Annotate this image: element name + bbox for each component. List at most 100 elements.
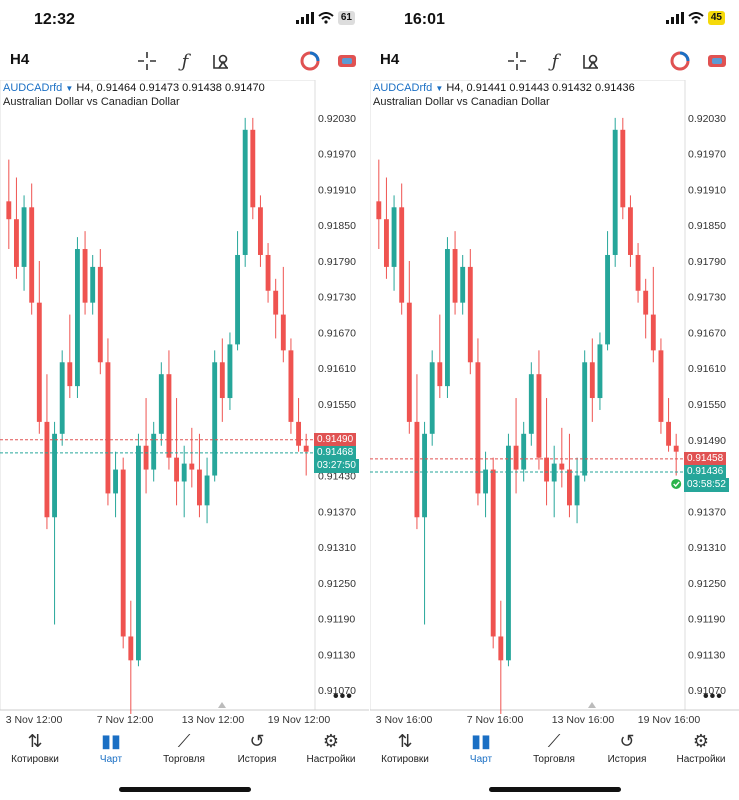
- price-axis-label: 0.91070: [318, 685, 356, 697]
- chat-icon[interactable]: [336, 50, 358, 72]
- candle: [288, 338, 294, 434]
- candle: [429, 350, 435, 446]
- nav-label: Торговля: [533, 754, 575, 765]
- nav-chart[interactable]: ▮▮ Чарт: [76, 728, 146, 766]
- price-axis-label: 0.91850: [318, 220, 356, 232]
- time-axis-label: 13 Nov 16:00: [552, 714, 615, 726]
- symbol-name[interactable]: AUDCADrfd: [3, 82, 63, 94]
- candle: [235, 231, 241, 351]
- quotes-icon: ⇅: [397, 730, 413, 751]
- candle-body: [204, 475, 210, 506]
- candle: [391, 195, 397, 291]
- candle: [643, 278, 649, 339]
- nav-label: Чарт: [469, 754, 493, 765]
- candle: [128, 600, 134, 714]
- price-axis-label: 0.92030: [688, 113, 726, 125]
- nav-trade[interactable]: ⟋ Торговля: [519, 728, 589, 766]
- candle-body: [288, 350, 294, 422]
- candle: [498, 600, 504, 714]
- objects-icon[interactable]: [210, 50, 232, 72]
- nav-quotes[interactable]: ⇅ Котировки: [370, 728, 440, 766]
- crosshair-icon[interactable]: [506, 50, 528, 72]
- nav-label: Чарт: [99, 754, 123, 765]
- candle: [544, 398, 550, 506]
- candle: [74, 237, 80, 399]
- price-axis-label: 0.91910: [688, 184, 726, 196]
- candle-body: [67, 362, 73, 387]
- nav-chart[interactable]: ▮▮ Чарт: [446, 728, 516, 766]
- candle: [612, 117, 618, 267]
- candle-body: [242, 129, 248, 255]
- candle-body: [376, 201, 382, 220]
- timeframe-button[interactable]: H4: [380, 51, 400, 68]
- candle-body: [605, 254, 611, 345]
- scroll-marker-icon[interactable]: [218, 702, 226, 708]
- candle-body: [6, 201, 12, 220]
- price-axis-label: 0.91790: [688, 256, 726, 268]
- more-options-icon[interactable]: •••: [703, 688, 723, 705]
- bid-price-badge: 0.91468: [314, 445, 357, 460]
- crosshair-icon[interactable]: [136, 50, 158, 72]
- bar-countdown-badge: 03:58:52: [684, 477, 729, 492]
- candle-body: [212, 362, 218, 476]
- scroll-marker-icon[interactable]: [588, 702, 596, 708]
- time-axis-label: 13 Nov 12:00: [182, 714, 245, 726]
- candle-body: [143, 445, 149, 470]
- bid-price-badge: 0.91436: [684, 464, 727, 479]
- candle-body: [158, 374, 164, 434]
- chart-toolbar: H4 ƒ: [370, 40, 739, 80]
- candle: [120, 457, 126, 649]
- candle-body: [166, 374, 172, 458]
- candle: [521, 421, 527, 482]
- candle-body: [257, 207, 263, 255]
- account-icon[interactable]: [299, 50, 321, 72]
- candle-body: [414, 421, 420, 518]
- candle: [212, 350, 218, 482]
- candle: [82, 231, 88, 315]
- candle-body: [13, 219, 19, 267]
- account-icon[interactable]: [669, 50, 691, 72]
- candle: [627, 195, 633, 267]
- candle-body: [189, 463, 195, 470]
- function-icon[interactable]: ƒ: [181, 50, 189, 72]
- price-axis-label: 0.91190: [318, 614, 355, 626]
- symbol-dropdown-icon[interactable]: ▼: [65, 84, 74, 93]
- bar-countdown-badge: 03:27:50: [314, 458, 359, 473]
- wifi-icon: [318, 12, 334, 24]
- function-icon[interactable]: ƒ: [551, 50, 559, 72]
- price-axis-label: 0.91370: [688, 506, 726, 518]
- candle-body: [250, 129, 256, 208]
- settings-icon: ⚙: [692, 730, 710, 751]
- candle: [257, 195, 263, 267]
- candle: [181, 445, 187, 518]
- more-options-icon[interactable]: •••: [333, 688, 353, 705]
- nav-settings[interactable]: ⚙ Настройки: [666, 728, 736, 766]
- symbol-name[interactable]: AUDCADrfd: [373, 82, 433, 94]
- nav-history[interactable]: ↺ История: [592, 728, 662, 766]
- home-indicator: [488, 787, 621, 792]
- candle-body: [429, 362, 435, 434]
- chart-icon: ▮▮: [471, 730, 491, 751]
- candle-body: [444, 249, 450, 387]
- price-chart[interactable]: 0.92030 0.91970 0.91910 0.91850 0.91790 0.917…: [370, 80, 739, 728]
- status-icons: 61: [295, 11, 355, 25]
- trade-check-icon[interactable]: [671, 478, 682, 489]
- history-icon: ↺: [249, 730, 265, 751]
- price-chart[interactable]: 0.92030 0.91970 0.91910 0.91850 0.91790 0.917…: [0, 80, 369, 728]
- candle: [422, 421, 428, 625]
- nav-trade[interactable]: ⟋ Торговля: [149, 728, 219, 766]
- chat-icon[interactable]: [706, 50, 728, 72]
- candle-body: [566, 469, 572, 506]
- nav-quotes[interactable]: ⇅ Котировки: [0, 728, 70, 766]
- nav-settings[interactable]: ⚙ Настройки: [296, 728, 366, 766]
- symbol-description: Australian Dollar vs Canadian Dollar: [373, 96, 550, 108]
- objects-icon[interactable]: [580, 50, 602, 72]
- timeframe-button[interactable]: H4: [10, 51, 30, 68]
- nav-history[interactable]: ↺ История: [222, 728, 292, 766]
- candle: [452, 231, 458, 315]
- candle-body: [620, 129, 626, 208]
- candle: [250, 117, 256, 220]
- candle: [44, 374, 50, 530]
- symbol-dropdown-icon[interactable]: ▼: [435, 84, 444, 93]
- candle: [444, 237, 450, 399]
